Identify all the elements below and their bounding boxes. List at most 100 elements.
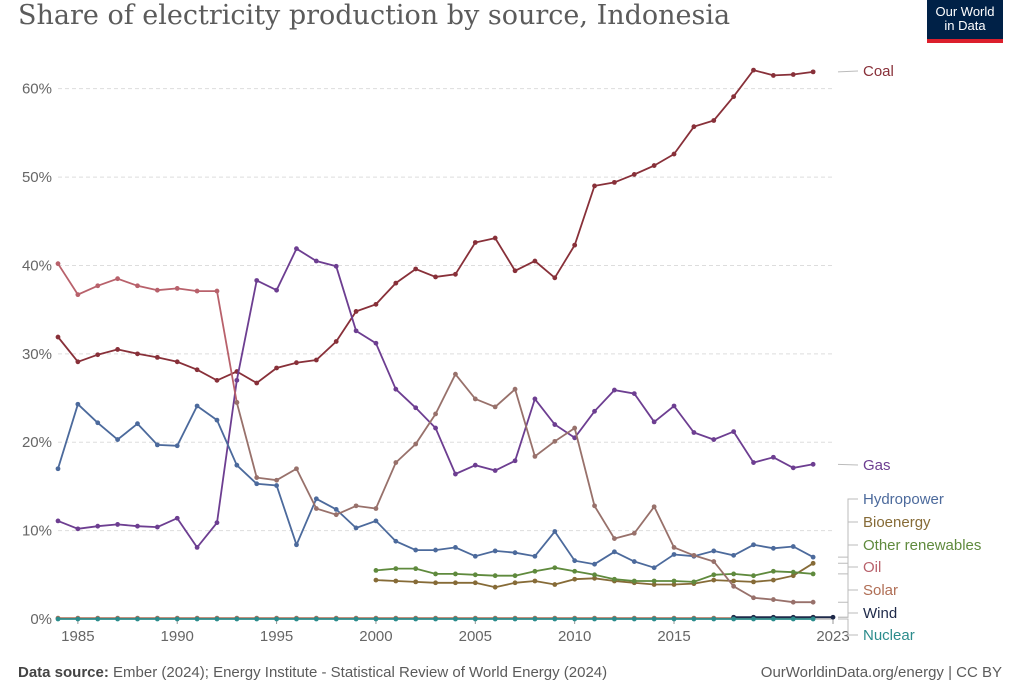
data-point — [393, 578, 399, 584]
data-point — [393, 566, 399, 572]
data-point — [671, 552, 677, 557]
legend-label: Coal — [863, 63, 894, 80]
data-point — [472, 572, 478, 578]
data-point — [810, 560, 816, 566]
data-point — [751, 460, 756, 465]
logo-line1: Our World — [935, 4, 995, 19]
data-point — [731, 578, 737, 584]
y-tick-label: 0% — [30, 611, 52, 628]
data-point — [631, 391, 637, 397]
data-point — [373, 577, 379, 583]
data-point — [234, 377, 240, 383]
data-point — [711, 577, 717, 583]
legend-label: Hydropower — [863, 491, 944, 508]
legend-entry-oil: Oil — [838, 559, 881, 603]
data-point — [333, 512, 339, 518]
x-tick-label: 2010 — [558, 628, 591, 645]
data-point — [671, 151, 677, 157]
data-point — [770, 545, 776, 551]
data-point — [711, 437, 717, 442]
data-point — [592, 561, 597, 567]
data-point — [194, 545, 200, 550]
data-point — [612, 549, 617, 555]
data-point — [333, 263, 339, 269]
data-point — [691, 616, 697, 622]
series-line — [235, 372, 814, 604]
data-point — [393, 460, 399, 465]
series-line — [57, 263, 238, 403]
data-point — [751, 595, 756, 601]
data-point — [373, 567, 379, 573]
data-point — [55, 261, 61, 267]
data-point — [154, 354, 160, 360]
data-point — [612, 576, 617, 582]
data-point — [830, 614, 836, 620]
data-point — [234, 462, 240, 468]
legend-connector — [838, 618, 858, 636]
data-point — [55, 518, 61, 524]
data-point — [115, 347, 121, 352]
owid-logo[interactable]: Our World in Data — [927, 0, 1003, 43]
legend-connector — [837, 463, 859, 466]
data-point — [75, 616, 81, 622]
data-point — [413, 547, 419, 553]
data-point — [552, 529, 558, 534]
legend-label: Nuclear — [863, 627, 915, 644]
y-tick-label: 40% — [22, 257, 52, 274]
data-point — [373, 616, 379, 622]
data-source: Data source: Ember (2024); Energy Instit… — [18, 664, 607, 681]
data-point — [810, 599, 816, 605]
series-oil — [234, 371, 816, 605]
x-tick-label: 2023 — [816, 628, 849, 645]
x-tick-label: 2005 — [459, 628, 492, 645]
y-tick-label: 60% — [22, 81, 52, 98]
data-point — [472, 396, 478, 402]
data-point — [790, 616, 796, 622]
data-point — [751, 573, 756, 579]
data-point — [572, 576, 578, 582]
y-tick-label: 50% — [22, 169, 52, 186]
data-point — [810, 69, 816, 75]
data-point — [751, 542, 756, 548]
data-point — [453, 580, 458, 586]
data-point — [691, 552, 697, 558]
chart-title: Share of electricity production by sourc… — [18, 0, 731, 31]
data-point — [453, 545, 458, 550]
data-point — [95, 352, 101, 358]
data-point — [95, 420, 101, 426]
url-license[interactable]: OurWorldinData.org/energy | CC BY — [760, 664, 1002, 681]
x-tick-label: 1990 — [161, 628, 194, 645]
series-line — [57, 247, 814, 549]
data-point — [115, 276, 121, 282]
data-point — [393, 538, 399, 544]
data-point — [612, 616, 617, 622]
data-point — [751, 616, 756, 622]
data-point — [433, 571, 438, 577]
data-point — [135, 283, 140, 289]
data-point — [492, 573, 498, 579]
source-text: Ember (2024); Energy Institute - Statist… — [113, 664, 608, 681]
data-point — [512, 268, 518, 274]
data-point — [552, 565, 558, 571]
data-point — [731, 616, 737, 622]
data-point — [532, 616, 538, 622]
logo-accent-bar — [927, 39, 1003, 43]
data-point — [552, 275, 558, 281]
data-point — [810, 616, 816, 622]
data-point — [770, 73, 776, 78]
data-point — [433, 425, 438, 431]
series-gas — [55, 246, 816, 550]
data-point — [592, 616, 597, 622]
data-point — [492, 404, 498, 410]
legend-label: Gas — [863, 457, 891, 474]
legend-label: Solar — [863, 582, 898, 599]
data-point — [651, 419, 657, 425]
x-tick-label: 1995 — [260, 628, 293, 645]
data-point — [512, 386, 518, 392]
data-point — [572, 558, 578, 564]
data-point — [770, 568, 776, 574]
data-point — [353, 309, 359, 314]
series-coal — [55, 67, 816, 386]
data-point — [492, 584, 498, 590]
data-point — [294, 360, 299, 366]
